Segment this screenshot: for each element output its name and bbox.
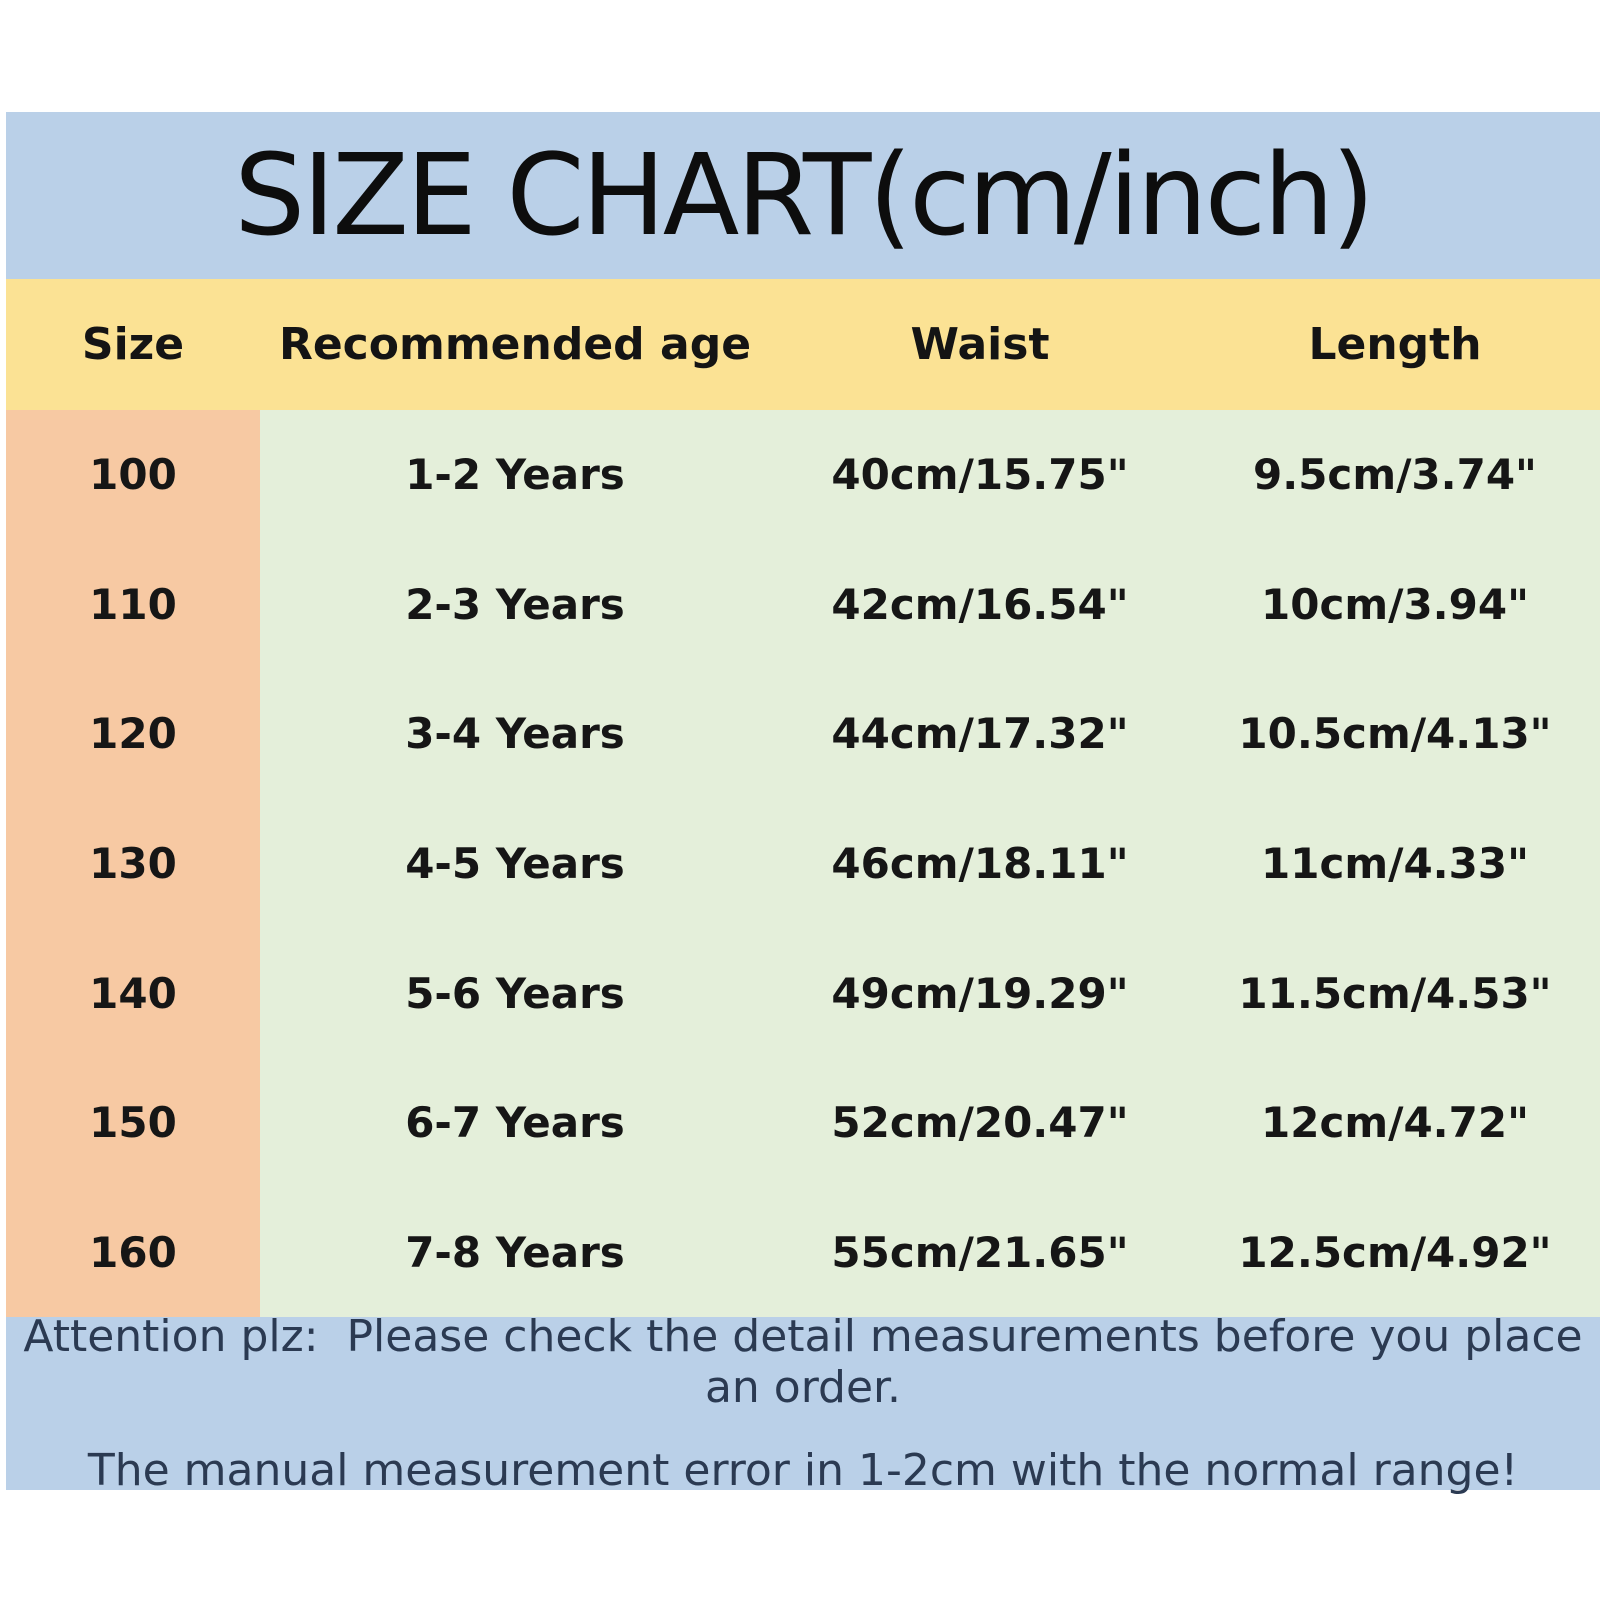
header-recommended-age: Recommended age (278, 319, 752, 370)
table-cell: 2-3 Years (405, 579, 625, 629)
header-size: Size (81, 319, 185, 370)
table-body: 100 1-2 Years 40cm/15.75" 9.5cm/3.74" 110 2-3… (6, 410, 1600, 1317)
table-cell: 4-5 Years (405, 838, 625, 888)
table-cell: 3-4 Years (405, 709, 625, 759)
table-cell: 55cm/21.65" (831, 1227, 1129, 1277)
footer-line-2: The manual measurement error in 1-2cm wi… (87, 1445, 1519, 1496)
size-cell: 130 (6, 798, 260, 929)
table-cell: 52cm/20.47" (831, 1098, 1129, 1148)
table-header: Size Recommended age Waist Length (6, 279, 1600, 410)
table-cell: 44cm/17.32" (831, 709, 1129, 759)
table-cell: 9.5cm/3.74" (1253, 450, 1537, 500)
footer-line-1: Attention plz: Please check the detail m… (23, 1311, 1597, 1413)
table-cell: 6-7 Years (405, 1098, 625, 1148)
table-cell: 10cm/3.94" (1261, 579, 1529, 629)
table-cell: 12cm/4.72" (1261, 1098, 1529, 1148)
title-band: SIZE CHART(cm/inch) (6, 112, 1600, 279)
size-cell: 120 (6, 669, 260, 799)
size-cell: 140 (6, 928, 260, 1058)
table-cell: 12.5cm/4.92" (1238, 1227, 1552, 1277)
table-cell: 11.5cm/4.53" (1238, 968, 1552, 1018)
size-cell: 100 (6, 410, 260, 540)
table-cell: 46cm/18.11" (831, 838, 1129, 888)
page-title: SIZE CHART(cm/inch) (234, 130, 1375, 261)
table-cell: 42cm/16.54" (831, 579, 1129, 629)
footer-note: Attention plz: Please check the detail m… (6, 1311, 1600, 1496)
header-waist: Waist (910, 319, 1050, 370)
table-cell: 40cm/15.75" (831, 450, 1129, 500)
size-cell: 110 (6, 539, 260, 670)
table-cell: 10.5cm/4.13" (1238, 709, 1552, 759)
table-cell: 5-6 Years (405, 968, 625, 1018)
table-cell: 7-8 Years (405, 1227, 625, 1277)
table-cell: 1-2 Years (405, 450, 625, 500)
header-length: Length (1308, 319, 1482, 370)
table-cell: 11cm/4.33" (1261, 838, 1529, 888)
table-cell: 49cm/19.29" (831, 968, 1129, 1018)
size-cell: 160 (6, 1187, 260, 1317)
size-cell: 150 (6, 1057, 260, 1188)
